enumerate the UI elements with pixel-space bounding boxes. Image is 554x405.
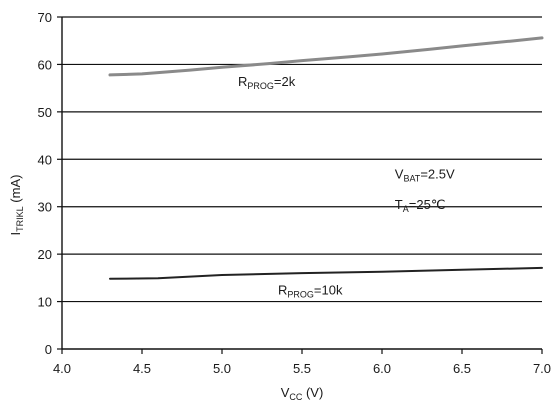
y-tick-label: 30 (38, 200, 52, 215)
axes (57, 16, 543, 354)
y-tick-label: 0 (45, 342, 52, 357)
y-tick-label: 70 (38, 10, 52, 25)
y-axis-label: ITRIKL (mA) (8, 175, 25, 236)
annotation-rprog-10k: RPROG=10k (278, 282, 343, 299)
x-tick-labels: 4.0 4.5 5.0 5.5 6.0 6.5 7.0 (53, 361, 551, 376)
annotations: RPROG=2k RPROG=10k VBAT=2.5V TA=25℃ (238, 74, 455, 300)
series-group (108, 36, 544, 280)
x-tick-label: 4.0 (53, 361, 71, 376)
y-tick-labels: 0 10 20 30 40 50 60 70 (38, 10, 52, 357)
y-tick-label: 20 (38, 247, 52, 262)
annotation-rprog-2k: RPROG=2k (238, 74, 296, 91)
series-line-1 (108, 36, 544, 77)
y-tick-label: 50 (38, 105, 52, 120)
x-tick-label: 6.0 (373, 361, 391, 376)
x-tick-label: 6.5 (453, 361, 471, 376)
series-line-2 (109, 266, 543, 280)
gridlines (62, 16, 542, 303)
x-tick-label: 5.0 (213, 361, 231, 376)
y-tick-label: 40 (38, 152, 52, 167)
x-tick-label: 4.5 (133, 361, 151, 376)
x-tick-label: 7.0 (533, 361, 551, 376)
y-tick-label: 10 (38, 295, 52, 310)
annotation-vbat: VBAT=2.5V (395, 166, 455, 183)
x-tick-label: 5.5 (293, 361, 311, 376)
x-axis-label: VCC (V) (281, 385, 324, 402)
y-tick-label: 60 (38, 57, 52, 72)
annotation-ta: TA=25℃ (395, 197, 446, 214)
